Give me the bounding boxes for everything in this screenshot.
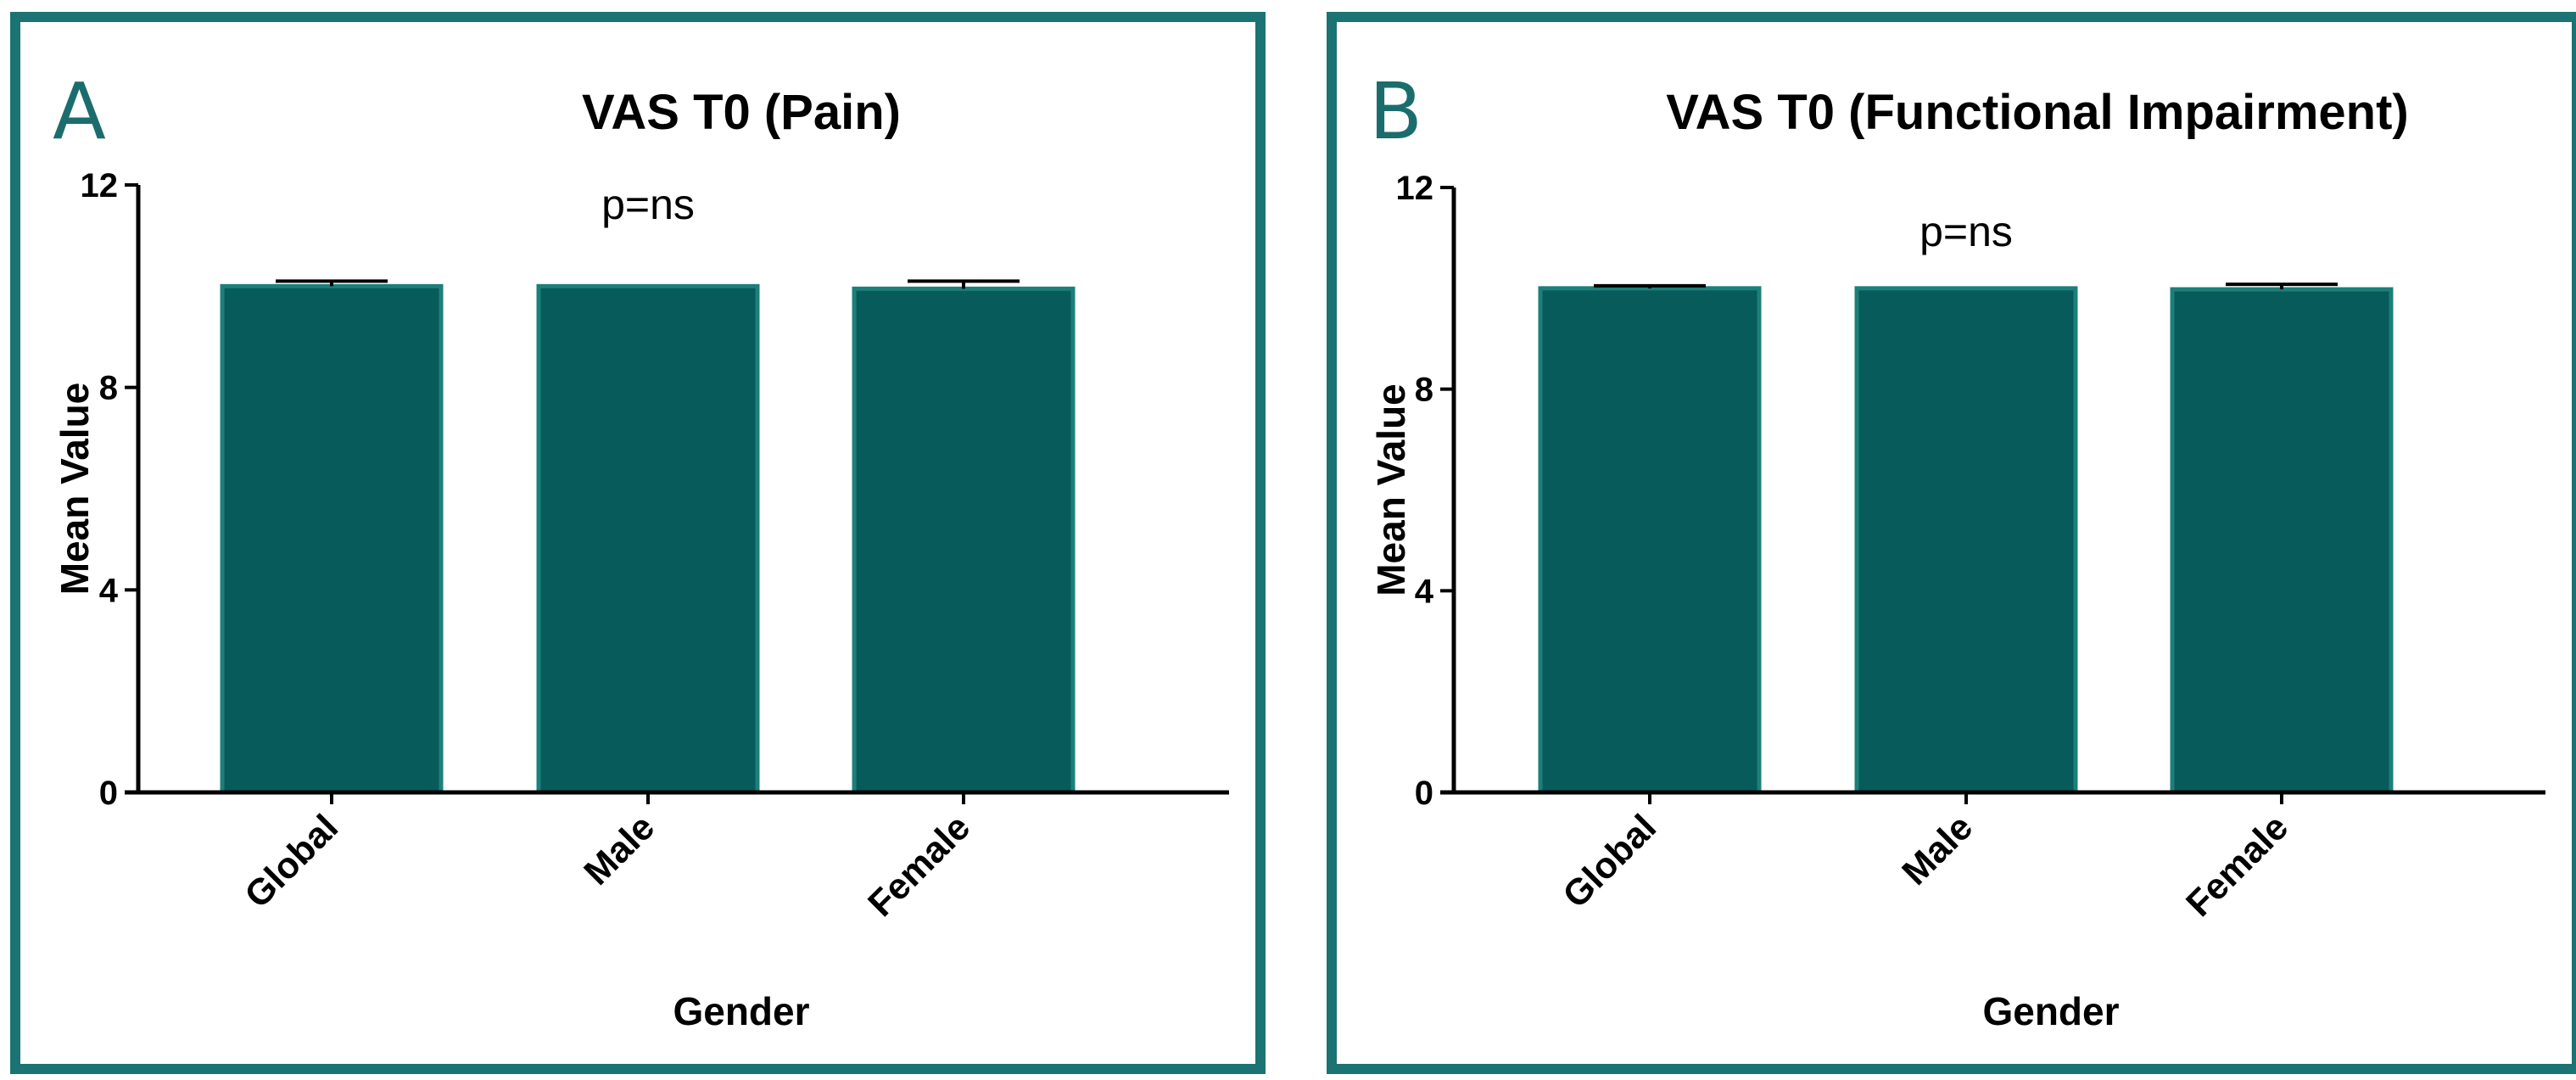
p-value-annotation: p=ns — [1919, 208, 2013, 255]
panel-a: A VAS T0 (Pain) 0 4 8 12 Global Male Female Mean… — [10, 12, 1266, 1074]
x-tick-label-global: Global — [237, 807, 347, 916]
bar-female — [2170, 287, 2394, 795]
x-tick-label-male: Male — [1895, 807, 1981, 893]
panel-letter: B — [1369, 66, 1423, 157]
x-axis-title: Gender — [1982, 989, 2119, 1033]
y-tick-label: 4 — [99, 572, 119, 609]
y-tick-label: 4 — [1415, 573, 1434, 610]
chart-title: VAS T0 (Functional Impairment) — [1666, 85, 2408, 140]
y-tick-label: 12 — [81, 167, 119, 204]
x-axis-title: Gender — [673, 989, 809, 1033]
y-axis-title: Mean Value — [1369, 383, 1413, 596]
y-tick-label: 8 — [99, 370, 118, 407]
p-value-annotation: p=ns — [601, 181, 695, 228]
chart-vas-pain: VAS T0 (Pain) 0 4 8 12 Global Male Female Mean V… — [53, 85, 1229, 1033]
x-tick-label-female: Female — [2178, 807, 2296, 925]
panel-b: B VAS T0 (Functional Impairment) 0 4 8 12 Glo… — [1327, 12, 2576, 1074]
x-tick-label-female: Female — [860, 807, 978, 925]
y-tick-label: 0 — [1415, 775, 1433, 812]
y-tick-label: 0 — [99, 775, 118, 812]
bar-male — [1854, 286, 2078, 795]
y-tick-label: 8 — [1415, 372, 1433, 409]
y-axis-title: Mean Value — [53, 383, 97, 596]
chart-vas-functional-impairment: VAS T0 (Functional Impairment) 0 4 8 12 Globa… — [1369, 85, 2545, 1033]
bar-global — [1538, 286, 1762, 795]
bar-global — [220, 283, 444, 795]
bar-male — [536, 283, 760, 795]
x-tick-label-global: Global — [1556, 807, 1665, 916]
panel-letter: A — [53, 66, 106, 157]
x-tick-label-male: Male — [577, 807, 663, 893]
chart-title: VAS T0 (Pain) — [582, 85, 901, 140]
y-tick-label: 12 — [1396, 170, 1434, 207]
bar-female — [852, 286, 1076, 795]
